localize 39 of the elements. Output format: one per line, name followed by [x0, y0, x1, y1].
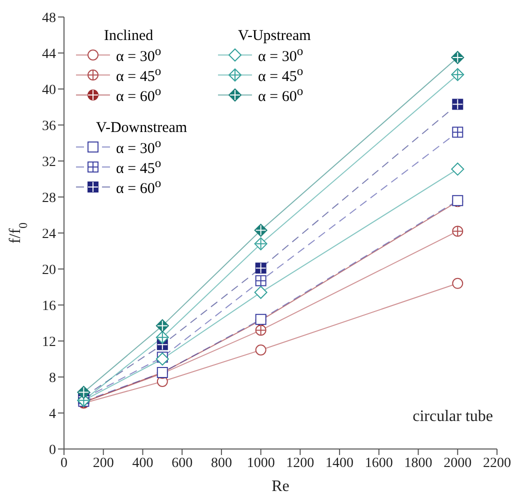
- legend-label: α = 60$^{o}$: [116, 84, 162, 106]
- annotation: circular tube: [412, 408, 493, 426]
- annotation: Inclined: [102, 28, 154, 45]
- y-tick-label: 16: [42, 298, 56, 314]
- y-tick-label: 0: [49, 442, 56, 458]
- y-tick-label: 8: [49, 370, 56, 386]
- x-axis-title: Re: [272, 478, 290, 495]
- x-tick-label: 0: [60, 456, 68, 471]
- x-tick-label: 2000: [444, 456, 472, 471]
- x-tick-label: 400: [132, 456, 154, 471]
- x-tick-label: 1000: [246, 456, 275, 471]
- legend-label: α = 60$^{o}$: [116, 176, 162, 198]
- legend-label: α = 60$^{o}$: [258, 84, 304, 106]
- y-tick-label: 44: [42, 46, 56, 62]
- y-tick-label: 12: [42, 334, 56, 350]
- legend-label: α = 45$^{o}$: [116, 156, 162, 178]
- x-tick-label: 600: [172, 456, 193, 471]
- y-tick-label: 24: [42, 226, 56, 242]
- legend-label: α = 45$^{o}$: [116, 64, 162, 86]
- y-tick-label: 36: [42, 118, 56, 134]
- x-tick-label: 2200: [483, 456, 511, 471]
- x-tick-label: 200: [92, 456, 114, 471]
- legend-label: α = 30$^{o}$: [116, 136, 162, 158]
- x-tick-label: 1600: [364, 456, 393, 471]
- annotation: V-Upstream: [238, 28, 311, 45]
- y-tick-label: 32: [42, 154, 56, 170]
- x-tick-label: 1200: [286, 456, 314, 471]
- x-tick-label: 800: [210, 456, 232, 471]
- legend-label: α = 45$^{o}$: [258, 64, 304, 86]
- x-tick-label: 1400: [326, 456, 354, 471]
- annotation: V-Downstream: [96, 120, 188, 137]
- y-tick-label: 20: [42, 262, 56, 278]
- y-tick-label: 28: [42, 190, 56, 206]
- legend-label: α = 30$^{o}$: [116, 44, 162, 66]
- x-tick-label: 1800: [404, 456, 432, 471]
- y-tick-label: 40: [42, 82, 56, 98]
- y-tick-label: 4: [49, 406, 56, 422]
- legend-label: α = 30$^{o}$: [258, 44, 304, 66]
- y-tick-label: 48: [42, 10, 56, 26]
